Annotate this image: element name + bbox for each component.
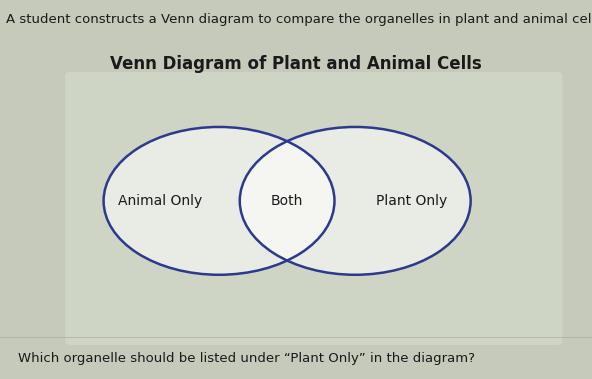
Text: Plant Only: Plant Only — [376, 194, 447, 208]
Text: Venn Diagram of Plant and Animal Cells: Venn Diagram of Plant and Animal Cells — [110, 55, 482, 73]
Circle shape — [104, 127, 334, 275]
Text: Animal Only: Animal Only — [118, 194, 202, 208]
Text: Which organelle should be listed under “Plant Only” in the diagram?: Which organelle should be listed under “… — [18, 352, 475, 365]
FancyBboxPatch shape — [65, 72, 562, 345]
Text: Both: Both — [271, 194, 303, 208]
Circle shape — [240, 127, 471, 275]
Text: A student constructs a Venn diagram to compare the organelles in plant and anima: A student constructs a Venn diagram to c… — [6, 13, 592, 26]
